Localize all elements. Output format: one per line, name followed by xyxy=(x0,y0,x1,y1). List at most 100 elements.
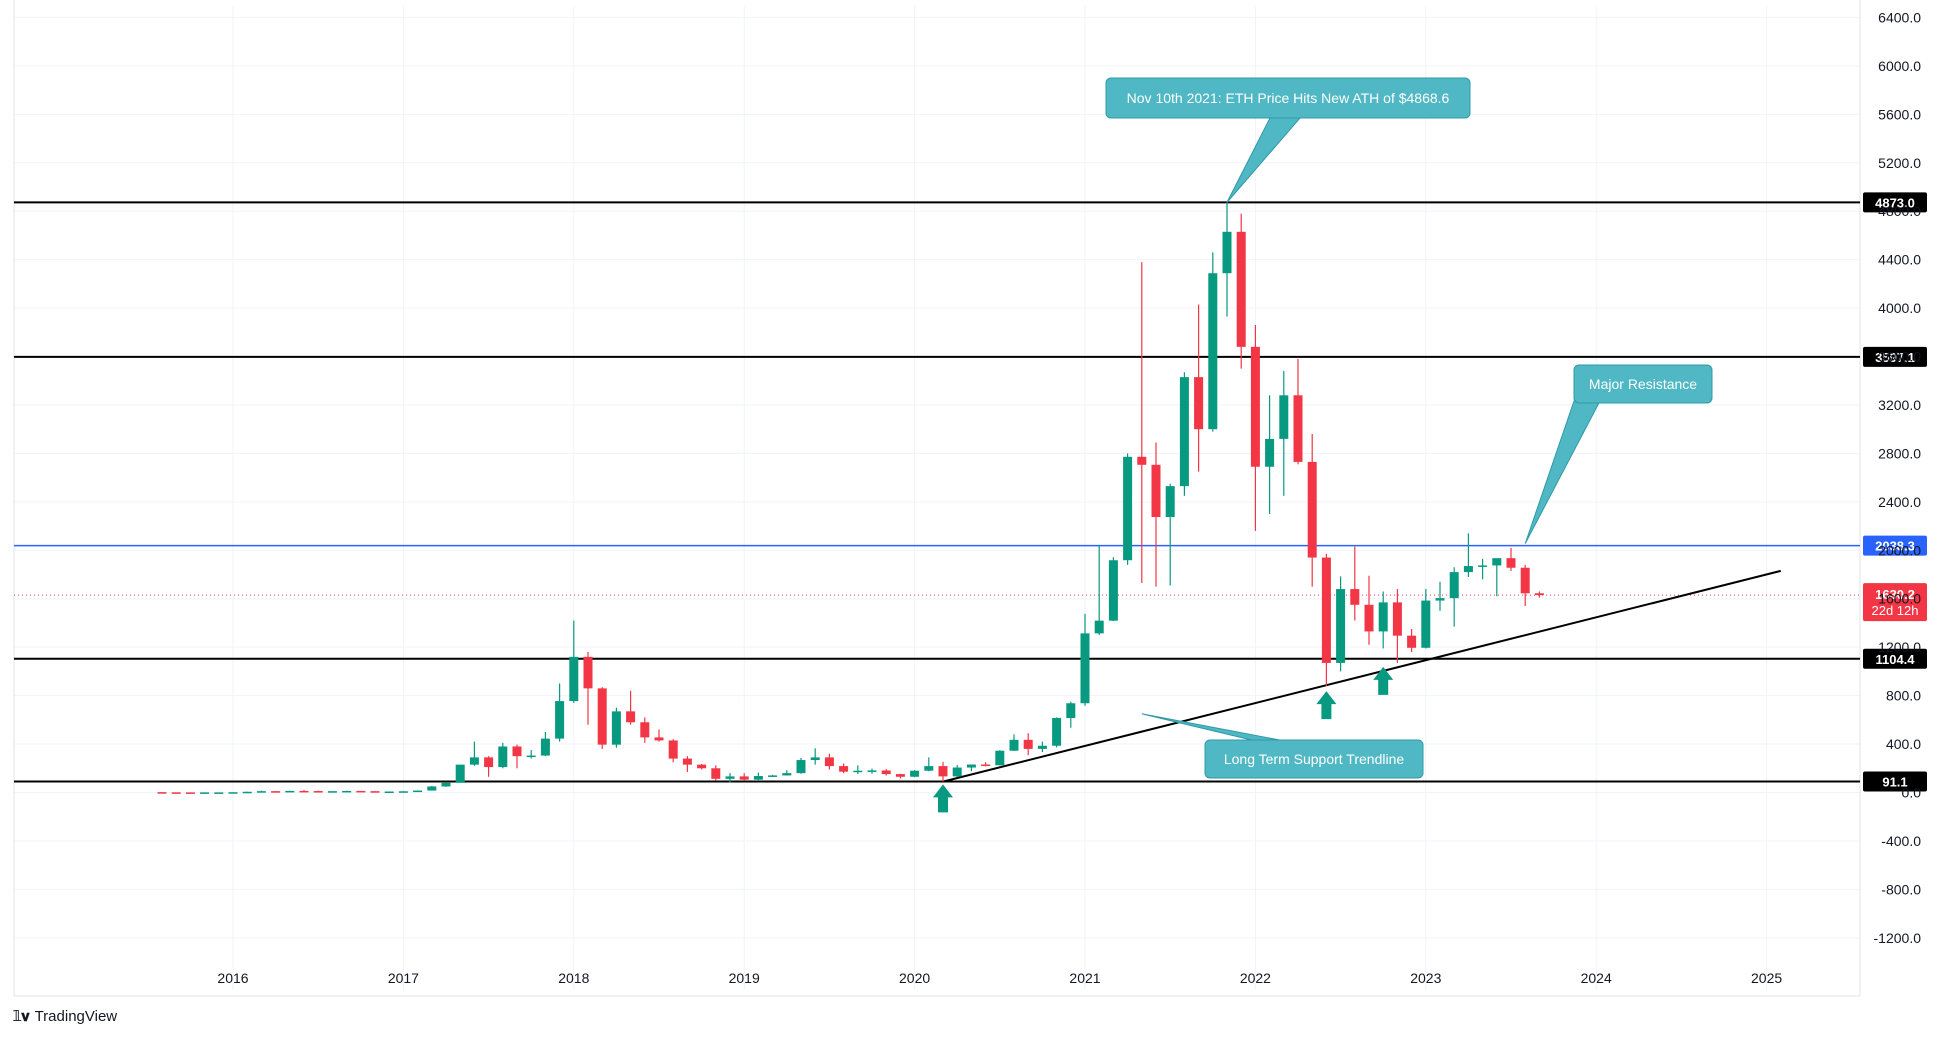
candle-body xyxy=(1265,439,1274,467)
candle[interactable] xyxy=(1180,372,1189,496)
candle-body xyxy=(924,766,933,771)
candle[interactable] xyxy=(399,791,408,793)
candle-body xyxy=(1535,593,1544,595)
candle-body xyxy=(1152,465,1161,517)
candle[interactable] xyxy=(342,791,351,793)
candle-body xyxy=(456,765,465,783)
y-tick-label: 1600.0 xyxy=(1878,591,1921,607)
candle[interactable] xyxy=(243,792,252,794)
callout-text: Nov 10th 2021: ETH Price Hits New ATH of… xyxy=(1127,90,1450,106)
candle-body xyxy=(910,771,919,777)
y-tick-label: 5200.0 xyxy=(1878,155,1921,171)
candle[interactable] xyxy=(371,791,380,793)
candle-body xyxy=(825,757,834,766)
y-tick-label: 6000.0 xyxy=(1878,58,1921,74)
candle-body xyxy=(385,792,394,794)
candle-body xyxy=(853,771,862,773)
y-tick-label: 2800.0 xyxy=(1878,445,1921,461)
candle-body xyxy=(498,746,507,767)
candle[interactable] xyxy=(1208,252,1217,431)
candle-body xyxy=(1251,347,1260,467)
candle-body xyxy=(186,792,195,794)
candle[interactable] xyxy=(328,791,337,793)
candle[interactable] xyxy=(1237,214,1246,369)
candle-body xyxy=(356,791,365,793)
y-tick-label: 6400.0 xyxy=(1878,9,1921,25)
candle-body xyxy=(1478,565,1487,567)
candle[interactable] xyxy=(158,792,167,794)
candle-body xyxy=(413,791,422,793)
candle[interactable] xyxy=(910,770,919,777)
candle-body xyxy=(442,783,451,787)
candle-body xyxy=(1450,572,1459,598)
candle[interactable] xyxy=(186,792,195,794)
candle-body xyxy=(243,792,252,794)
candle[interactable] xyxy=(598,687,607,749)
candle[interactable] xyxy=(1123,453,1132,564)
candle[interactable] xyxy=(995,750,1004,765)
candle-body xyxy=(1137,457,1146,465)
candle-body xyxy=(1208,273,1217,429)
candle-body xyxy=(541,739,550,756)
candle-body xyxy=(342,791,351,793)
candle-body xyxy=(1464,566,1473,572)
candle-body xyxy=(598,688,607,744)
candle-body xyxy=(1492,558,1501,565)
candle-body xyxy=(640,722,649,737)
candle-body xyxy=(995,751,1004,766)
candle[interactable] xyxy=(413,791,422,793)
candle-body xyxy=(1223,232,1232,273)
candle-body xyxy=(158,792,167,794)
candle[interactable] xyxy=(1336,576,1345,671)
y-tick-label: 1200.0 xyxy=(1878,639,1921,655)
candle[interactable] xyxy=(427,786,436,791)
candle-body xyxy=(1109,560,1118,620)
candle-body xyxy=(427,786,436,790)
x-tick-label: 2021 xyxy=(1069,970,1100,986)
candle-body xyxy=(711,768,720,779)
candle[interactable] xyxy=(356,791,365,793)
candle[interactable] xyxy=(285,791,294,793)
candle[interactable] xyxy=(1109,557,1118,621)
candle-body xyxy=(470,757,479,764)
candle-body xyxy=(626,711,635,722)
candle[interactable] xyxy=(200,792,209,794)
candle-body xyxy=(399,791,408,793)
candle-body xyxy=(683,759,692,765)
candle-body xyxy=(1024,740,1033,749)
y-tick-label: 4000.0 xyxy=(1878,300,1921,316)
candle-body xyxy=(697,765,706,769)
candle-body xyxy=(612,711,621,744)
candle-body xyxy=(1237,232,1246,347)
candle-body xyxy=(1350,589,1359,605)
candle-body xyxy=(1393,602,1402,635)
candle[interactable] xyxy=(797,758,806,774)
candle-body xyxy=(1180,377,1189,486)
candle-body xyxy=(939,766,948,776)
candle[interactable] xyxy=(172,792,181,794)
candle-body xyxy=(513,746,522,756)
candle[interactable] xyxy=(214,792,223,794)
candle[interactable] xyxy=(612,708,621,748)
candle-body xyxy=(1322,558,1331,663)
candle[interactable] xyxy=(442,783,451,787)
y-tick-label: 400.0 xyxy=(1886,736,1921,752)
brand[interactable]: 𝟙𝐯 TradingView xyxy=(12,1007,117,1025)
candle-body xyxy=(882,770,891,774)
candle[interactable] xyxy=(498,743,507,768)
candle-body xyxy=(200,792,209,794)
candle-body xyxy=(555,701,564,739)
candle-body xyxy=(1038,746,1047,749)
callout-text: Long Term Support Trendline xyxy=(1224,751,1405,767)
candle[interactable] xyxy=(456,765,465,783)
candle[interactable] xyxy=(229,792,238,794)
candle-body xyxy=(811,757,820,760)
candle-body xyxy=(1279,395,1288,439)
candle[interactable] xyxy=(1052,717,1061,747)
candle[interactable] xyxy=(271,791,280,793)
candle-body xyxy=(967,765,976,768)
x-tick-label: 2018 xyxy=(558,970,589,986)
candle[interactable] xyxy=(385,791,394,793)
